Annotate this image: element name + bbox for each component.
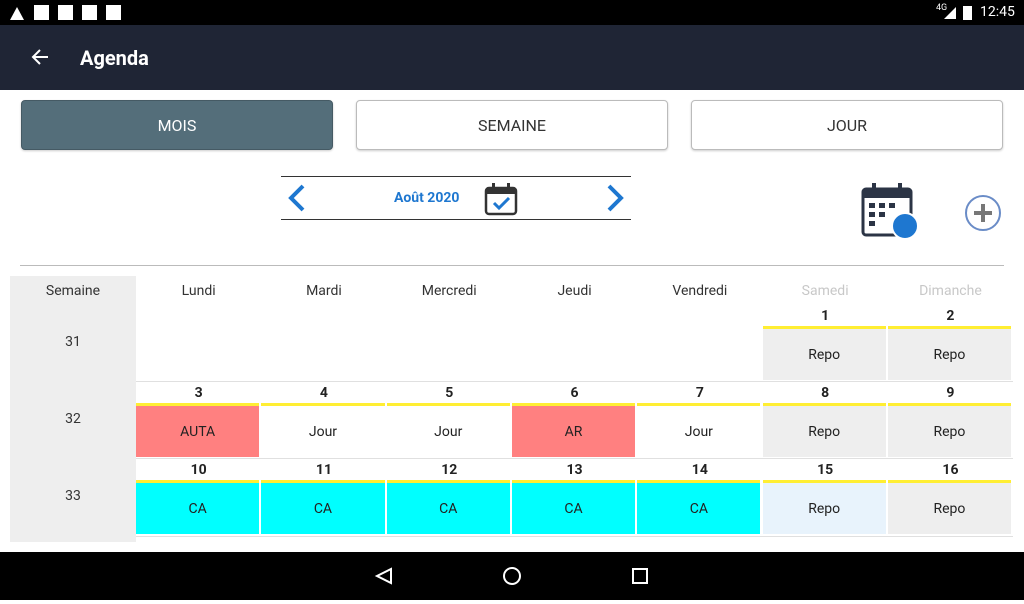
day-bar (386, 403, 510, 406)
week-number: 32 (65, 411, 81, 427)
day-bar (261, 403, 385, 406)
day-cell[interactable]: AUTA (136, 406, 260, 457)
week-header: Semaine (45, 283, 101, 299)
day-number: 3 (194, 385, 203, 401)
day-bar (386, 480, 510, 483)
day-bar (887, 326, 1012, 329)
day-cell[interactable]: CA (511, 483, 636, 534)
day-bar (637, 480, 761, 483)
status-bar: 4G 12:45 (0, 0, 1024, 25)
day-header: Lundi (181, 283, 216, 299)
add-button[interactable] (964, 194, 1004, 234)
day-number: 16 (942, 462, 959, 478)
nav-buttons (374, 567, 648, 585)
day-number: 7 (695, 385, 704, 401)
day-number: 13 (566, 462, 583, 478)
day-header: Jeudi (557, 283, 592, 299)
row-line (136, 381, 1013, 382)
day-number: 11 (315, 462, 332, 478)
day-number: 14 (691, 462, 708, 478)
nav-bar (0, 552, 1024, 600)
day-cell[interactable]: Jour (261, 406, 385, 457)
day-bar (261, 480, 385, 483)
day-bar (762, 326, 886, 329)
day-header: Mercredi (421, 283, 477, 299)
day-cell[interactable]: CA (386, 483, 510, 534)
tab[interactable]: SEMAINE (356, 100, 668, 150)
week-number: 31 (65, 334, 81, 350)
day-number: 10 (190, 462, 207, 478)
tab[interactable]: MOIS (21, 100, 333, 150)
day-cell[interactable]: CA (261, 483, 385, 534)
month-nav: Août 2020 (281, 176, 631, 220)
day-bar (136, 403, 260, 406)
signal-battery (944, 6, 972, 20)
day-number: 15 (817, 462, 834, 478)
day-header: Mardi (306, 283, 342, 299)
tab[interactable]: JOUR (691, 100, 1003, 150)
row-line (136, 458, 1013, 459)
week-number: 33 (65, 488, 81, 504)
day-cell[interactable]: Repo (762, 406, 886, 457)
month-label: Août 2020 (394, 190, 460, 206)
day-cell[interactable]: Repo (887, 483, 1012, 534)
day-number: 9 (946, 385, 955, 401)
day-bar (762, 403, 886, 406)
week-column (10, 276, 136, 542)
day-header: Dimanche (919, 283, 982, 299)
day-cell[interactable]: CA (136, 483, 260, 534)
app-title: Agenda (80, 46, 149, 70)
day-bar (511, 480, 636, 483)
day-number: 4 (319, 385, 328, 401)
day-bar (637, 403, 761, 406)
day-cell[interactable]: Repo (762, 483, 886, 534)
day-cell[interactable]: AR (511, 406, 636, 457)
day-number: 1 (821, 308, 830, 324)
notification-icons (10, 5, 121, 20)
day-bar (136, 480, 260, 483)
day-cell[interactable]: Jour (386, 406, 510, 457)
day-number: 5 (445, 385, 454, 401)
calendar-icon[interactable] (484, 182, 518, 216)
day-cell[interactable]: Repo (887, 406, 1012, 457)
day-bar (762, 480, 886, 483)
app-bar: Agenda (0, 25, 1024, 90)
prev-month[interactable] (285, 183, 309, 213)
day-bar (887, 480, 1012, 483)
stats-icon[interactable] (860, 183, 922, 241)
day-number: 12 (441, 462, 458, 478)
day-bar (887, 403, 1012, 406)
day-cell[interactable]: Jour (637, 406, 761, 457)
day-number: 2 (946, 308, 955, 324)
next-month[interactable] (603, 183, 627, 213)
day-cell[interactable]: Repo (762, 329, 886, 380)
row-line (136, 536, 1013, 537)
day-header: Vendredi (672, 283, 728, 299)
separator (20, 265, 1004, 266)
day-number: 6 (570, 385, 579, 401)
day-bar (511, 403, 636, 406)
clock: 12:45 (980, 4, 1015, 20)
day-cell[interactable]: Repo (887, 329, 1012, 380)
back-button[interactable] (30, 47, 50, 67)
day-header: Samedi (801, 283, 849, 299)
day-number: 8 (821, 385, 830, 401)
network: 4G (936, 3, 948, 13)
day-cell[interactable]: CA (637, 483, 761, 534)
